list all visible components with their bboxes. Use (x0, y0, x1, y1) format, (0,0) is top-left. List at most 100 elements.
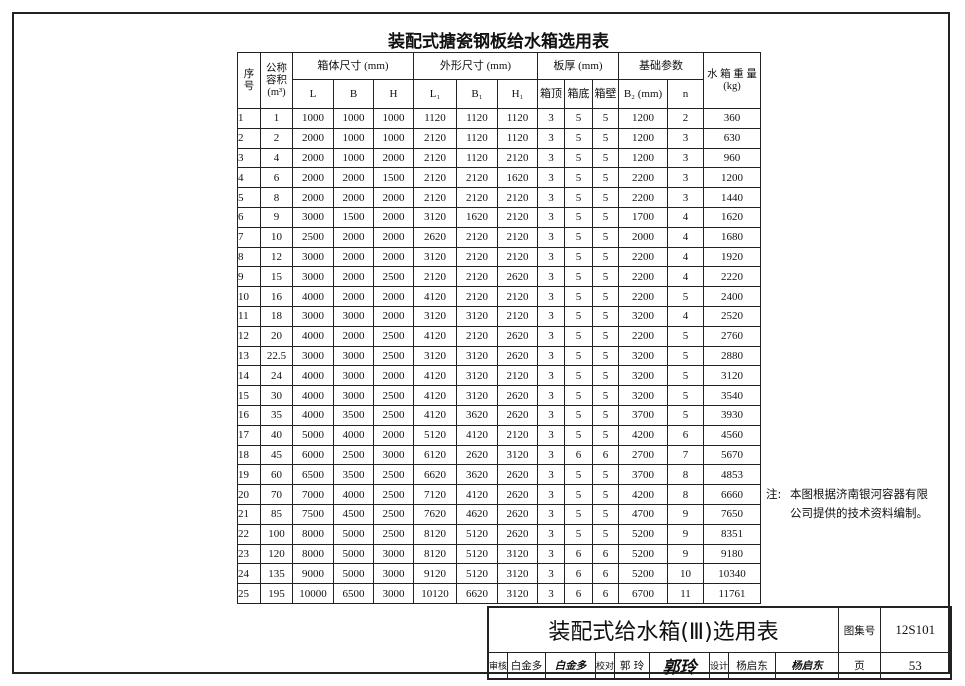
table-cell: 2000 (333, 266, 374, 288)
table-cell: 3 (667, 147, 704, 169)
table-cell: 2000 (292, 167, 334, 189)
table-cell: 3000 (373, 543, 414, 565)
table-cell: 4200 (618, 424, 668, 446)
table-cell: 2500 (373, 503, 414, 525)
table-cell: 3200 (618, 385, 668, 406)
table-row: 4 6 2000 2000 1500 2120 2120 1620 3 5 5 2200 3 1200 (237, 167, 761, 189)
table-cell: 3000 (292, 305, 334, 327)
subheader-7: 箱底 (564, 79, 593, 109)
table-cell: 2000 (373, 286, 414, 307)
table-cell: 5 (592, 365, 619, 387)
table-cell: 2120 (497, 305, 538, 327)
table-cell: 5 (592, 523, 619, 545)
subheader-8: 箱壁 (592, 79, 619, 109)
table-cell: 2200 (618, 266, 668, 288)
table-cell: 7 (667, 444, 704, 466)
review-label: 审核 (487, 652, 509, 680)
table-cell: 5 (592, 404, 619, 426)
table-cell: 17 (237, 424, 261, 446)
table-cell: 3120 (456, 305, 498, 327)
table-row: 13 22.5 3000 3000 2500 3120 3120 2620 3 5 5 3200 5 28… (237, 345, 761, 367)
designer-signature: 杨启东 (775, 652, 840, 680)
table-cell: 3 (537, 523, 565, 545)
table-cell: 8 (260, 187, 293, 208)
table-cell: 5 (564, 127, 593, 149)
table-cell: 2500 (373, 345, 414, 367)
table-cell: 2000 (373, 365, 414, 387)
table-cell: 5 (564, 385, 593, 406)
header-no: 序号 (237, 52, 261, 109)
reviewer-name: 白金多 (507, 652, 547, 680)
table-cell: 2 (237, 127, 261, 149)
table-cell: 2120 (497, 424, 538, 446)
table-cell: 10 (667, 563, 704, 585)
table-cell: 5 (667, 286, 704, 307)
subheader-9: B₂ (mm) (618, 79, 668, 109)
table-cell: 2500 (373, 523, 414, 545)
table-cell: 8 (237, 246, 261, 268)
table-cell: 2200 (618, 246, 668, 268)
table-cell: 5 (667, 345, 704, 367)
table-cell: 2620 (497, 503, 538, 525)
table-cell: 5 (592, 305, 619, 327)
table-cell: 2000 (373, 226, 414, 248)
table-cell: 2000 (292, 187, 334, 208)
table-cell: 1000 (333, 127, 374, 149)
table-cell: 135 (260, 563, 293, 585)
table-cell: 7620 (413, 503, 457, 525)
table-cell: 4120 (413, 404, 457, 426)
table-cell: 1200 (618, 147, 668, 169)
table-cell: 5 (592, 424, 619, 446)
table-cell: 2120 (456, 246, 498, 268)
table-cell: 5 (564, 266, 593, 288)
table-cell: 13 (237, 345, 261, 367)
table-cell: 1000 (373, 108, 414, 129)
table-row: 17 40 5000 4000 2000 5120 4120 2120 3 5 5 4200 6 4560 (237, 424, 761, 446)
table-cell: 2000 (618, 226, 668, 248)
table-cell: 4000 (292, 365, 334, 387)
table-row: 11 18 3000 3000 2000 3120 3120 2120 3 5 5 3200 4 2520 (237, 305, 761, 327)
table-cell: 9 (260, 206, 293, 228)
table-cell: 5 (564, 325, 593, 347)
checker-name: 郭 玲 (614, 652, 651, 680)
table-cell: 5 (667, 365, 704, 387)
table-cell: 2120 (456, 286, 498, 307)
table-cell: 22 (237, 523, 261, 545)
header-base: 基础参数 (618, 52, 704, 80)
table-cell: 1200 (618, 127, 668, 149)
note: 注: 本图根据济南银河容器有限公司提供的技术资料编制。 (766, 485, 930, 523)
table-cell: 10 (260, 226, 293, 248)
table-cell: 120 (260, 543, 293, 565)
table-cell: 9 (237, 266, 261, 288)
table-cell: 2200 (618, 187, 668, 208)
table-cell: 8351 (703, 523, 761, 545)
table-cell: 2400 (703, 286, 761, 307)
table-cell: 4120 (413, 286, 457, 307)
table-cell: 5 (564, 226, 593, 248)
table-cell: 960 (703, 147, 761, 169)
table-cell: 2120 (497, 147, 538, 169)
table-cell: 360 (703, 108, 761, 129)
table-cell: 5 (592, 345, 619, 367)
table-cell: 1120 (413, 108, 457, 129)
table-row: 24 135 9000 5000 3000 9120 5120 3120 3 6 6 5200 10 10… (237, 563, 761, 585)
table-cell: 4853 (703, 464, 761, 486)
table-cell: 2 (667, 108, 704, 129)
table-cell: 4200 (618, 484, 668, 505)
table-cell: 14 (237, 365, 261, 387)
table-cell: 8 (667, 484, 704, 505)
table-cell: 5 (592, 484, 619, 505)
table-cell: 3 (667, 127, 704, 149)
table-cell: 3120 (413, 206, 457, 228)
table-cell: 2500 (373, 464, 414, 486)
table-cell: 4120 (456, 484, 498, 505)
table-cell: 3 (667, 187, 704, 208)
table-row: 10 16 4000 2000 2000 4120 2120 2120 3 5 5 2200 5 2400 (237, 286, 761, 307)
table-cell: 4000 (292, 286, 334, 307)
table-row: 8 12 3000 2000 2000 3120 2120 2120 3 5 5 2200 4 1920 (237, 246, 761, 268)
table-row: 6 9 3000 1500 2000 3120 1620 2120 3 5 5 1700 4 1620 (237, 206, 761, 228)
table-cell: 3 (537, 206, 565, 228)
table-cell: 6 (237, 206, 261, 228)
table-cell: 3 (537, 464, 565, 486)
table-cell: 2000 (333, 246, 374, 268)
